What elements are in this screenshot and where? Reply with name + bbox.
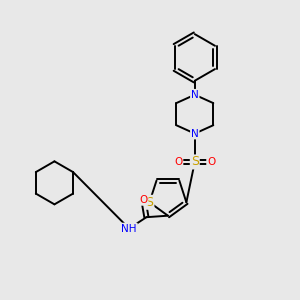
Text: N: N [191, 90, 199, 100]
Text: O: O [174, 157, 182, 167]
Text: O: O [207, 157, 215, 167]
Text: NH: NH [121, 224, 137, 233]
Text: S: S [146, 196, 154, 209]
Text: O: O [139, 195, 148, 205]
Text: N: N [191, 129, 199, 139]
Text: S: S [191, 155, 199, 168]
